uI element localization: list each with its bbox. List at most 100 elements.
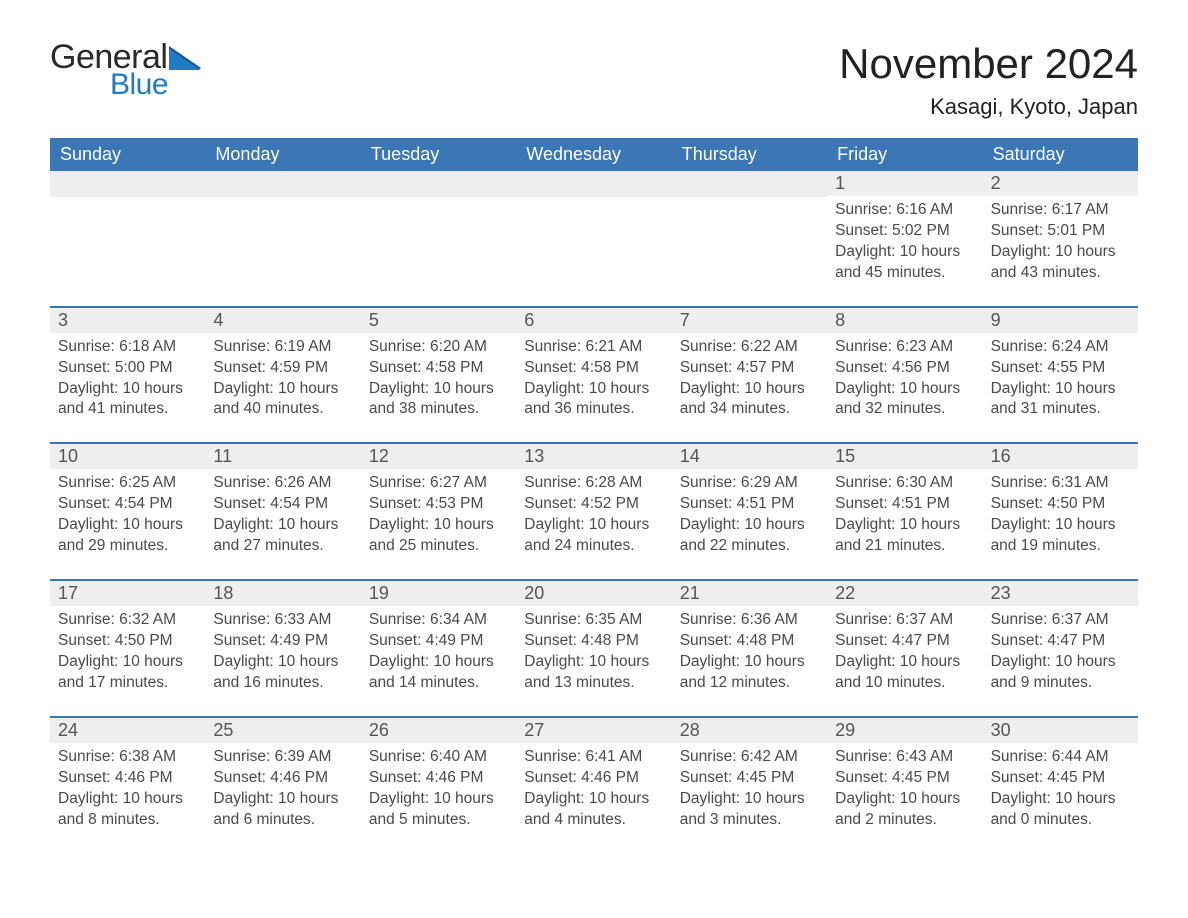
calendar-day-cell [205, 171, 360, 306]
day-number: 30 [983, 718, 1138, 743]
sunrise-line: Sunrise: 6:23 AM [835, 337, 974, 358]
sunset-line: Sunset: 5:02 PM [835, 221, 974, 242]
calendar-week: 17Sunrise: 6:32 AMSunset: 4:50 PMDayligh… [50, 579, 1138, 716]
day-body: Sunrise: 6:40 AMSunset: 4:46 PMDaylight:… [361, 743, 516, 831]
calendar-day-cell: 10Sunrise: 6:25 AMSunset: 4:54 PMDayligh… [50, 444, 205, 579]
calendar-day-cell: 18Sunrise: 6:33 AMSunset: 4:49 PMDayligh… [205, 581, 360, 716]
calendar-day-cell: 6Sunrise: 6:21 AMSunset: 4:58 PMDaylight… [516, 308, 671, 443]
day-body: Sunrise: 6:22 AMSunset: 4:57 PMDaylight:… [672, 333, 827, 421]
daylight-line: Daylight: 10 hours and 9 minutes. [991, 652, 1130, 694]
sunrise-line: Sunrise: 6:30 AM [835, 473, 974, 494]
day-number: 8 [827, 308, 982, 333]
day-body: Sunrise: 6:20 AMSunset: 4:58 PMDaylight:… [361, 333, 516, 421]
calendar-day-cell: 17Sunrise: 6:32 AMSunset: 4:50 PMDayligh… [50, 581, 205, 716]
day-number [516, 171, 671, 197]
calendar-day-cell: 12Sunrise: 6:27 AMSunset: 4:53 PMDayligh… [361, 444, 516, 579]
daylight-line: Daylight: 10 hours and 8 minutes. [58, 789, 197, 831]
day-number: 23 [983, 581, 1138, 606]
daylight-line: Daylight: 10 hours and 16 minutes. [213, 652, 352, 694]
day-number: 21 [672, 581, 827, 606]
page-title: November 2024 [839, 40, 1138, 88]
calendar-day-cell: 4Sunrise: 6:19 AMSunset: 4:59 PMDaylight… [205, 308, 360, 443]
day-number: 6 [516, 308, 671, 333]
day-number: 5 [361, 308, 516, 333]
calendar-day-cell: 15Sunrise: 6:30 AMSunset: 4:51 PMDayligh… [827, 444, 982, 579]
weekday-label: Saturday [983, 138, 1138, 171]
calendar-day-cell: 7Sunrise: 6:22 AMSunset: 4:57 PMDaylight… [672, 308, 827, 443]
sunset-line: Sunset: 4:57 PM [680, 358, 819, 379]
daylight-line: Daylight: 10 hours and 21 minutes. [835, 515, 974, 557]
day-number: 13 [516, 444, 671, 469]
calendar-day-cell: 16Sunrise: 6:31 AMSunset: 4:50 PMDayligh… [983, 444, 1138, 579]
day-number: 4 [205, 308, 360, 333]
calendar-day-cell: 22Sunrise: 6:37 AMSunset: 4:47 PMDayligh… [827, 581, 982, 716]
daylight-line: Daylight: 10 hours and 12 minutes. [680, 652, 819, 694]
calendar-day-cell: 28Sunrise: 6:42 AMSunset: 4:45 PMDayligh… [672, 718, 827, 853]
sunset-line: Sunset: 4:46 PM [213, 768, 352, 789]
day-number: 26 [361, 718, 516, 743]
weekday-label: Sunday [50, 138, 205, 171]
day-body: Sunrise: 6:37 AMSunset: 4:47 PMDaylight:… [827, 606, 982, 694]
sunrise-line: Sunrise: 6:39 AM [213, 747, 352, 768]
sunset-line: Sunset: 4:58 PM [524, 358, 663, 379]
sunset-line: Sunset: 4:48 PM [680, 631, 819, 652]
day-number: 20 [516, 581, 671, 606]
sunrise-line: Sunrise: 6:33 AM [213, 610, 352, 631]
sunrise-line: Sunrise: 6:32 AM [58, 610, 197, 631]
day-body: Sunrise: 6:27 AMSunset: 4:53 PMDaylight:… [361, 469, 516, 557]
calendar-day-cell [50, 171, 205, 306]
calendar-day-cell: 21Sunrise: 6:36 AMSunset: 4:48 PMDayligh… [672, 581, 827, 716]
sunrise-line: Sunrise: 6:31 AM [991, 473, 1130, 494]
day-body: Sunrise: 6:17 AMSunset: 5:01 PMDaylight:… [983, 196, 1138, 284]
sunrise-line: Sunrise: 6:17 AM [991, 200, 1130, 221]
sunset-line: Sunset: 4:50 PM [991, 494, 1130, 515]
day-number [672, 171, 827, 197]
day-number: 27 [516, 718, 671, 743]
brand-line2: Blue [110, 70, 203, 100]
calendar-day-cell: 5Sunrise: 6:20 AMSunset: 4:58 PMDaylight… [361, 308, 516, 443]
daylight-line: Daylight: 10 hours and 38 minutes. [369, 379, 508, 421]
daylight-line: Daylight: 10 hours and 36 minutes. [524, 379, 663, 421]
sunrise-line: Sunrise: 6:44 AM [991, 747, 1130, 768]
sunset-line: Sunset: 4:49 PM [369, 631, 508, 652]
weekday-label: Wednesday [516, 138, 671, 171]
sunset-line: Sunset: 4:46 PM [524, 768, 663, 789]
calendar-day-cell: 8Sunrise: 6:23 AMSunset: 4:56 PMDaylight… [827, 308, 982, 443]
calendar-week: 10Sunrise: 6:25 AMSunset: 4:54 PMDayligh… [50, 442, 1138, 579]
daylight-line: Daylight: 10 hours and 6 minutes. [213, 789, 352, 831]
day-body: Sunrise: 6:21 AMSunset: 4:58 PMDaylight:… [516, 333, 671, 421]
sunset-line: Sunset: 5:00 PM [58, 358, 197, 379]
sunset-line: Sunset: 4:56 PM [835, 358, 974, 379]
day-body: Sunrise: 6:23 AMSunset: 4:56 PMDaylight:… [827, 333, 982, 421]
day-number: 7 [672, 308, 827, 333]
day-number: 10 [50, 444, 205, 469]
day-body: Sunrise: 6:36 AMSunset: 4:48 PMDaylight:… [672, 606, 827, 694]
sunrise-line: Sunrise: 6:36 AM [680, 610, 819, 631]
calendar-day-cell: 19Sunrise: 6:34 AMSunset: 4:49 PMDayligh… [361, 581, 516, 716]
day-number: 24 [50, 718, 205, 743]
day-number: 15 [827, 444, 982, 469]
sunset-line: Sunset: 4:51 PM [835, 494, 974, 515]
day-number [50, 171, 205, 197]
sunset-line: Sunset: 4:45 PM [991, 768, 1130, 789]
day-number: 2 [983, 171, 1138, 196]
day-number: 22 [827, 581, 982, 606]
day-body: Sunrise: 6:34 AMSunset: 4:49 PMDaylight:… [361, 606, 516, 694]
calendar-day-cell: 3Sunrise: 6:18 AMSunset: 5:00 PMDaylight… [50, 308, 205, 443]
daylight-line: Daylight: 10 hours and 10 minutes. [835, 652, 974, 694]
calendar-week: 1Sunrise: 6:16 AMSunset: 5:02 PMDaylight… [50, 171, 1138, 306]
sunrise-line: Sunrise: 6:41 AM [524, 747, 663, 768]
day-body: Sunrise: 6:31 AMSunset: 4:50 PMDaylight:… [983, 469, 1138, 557]
day-body: Sunrise: 6:30 AMSunset: 4:51 PMDaylight:… [827, 469, 982, 557]
day-number: 19 [361, 581, 516, 606]
sunset-line: Sunset: 5:01 PM [991, 221, 1130, 242]
daylight-line: Daylight: 10 hours and 17 minutes. [58, 652, 197, 694]
day-body: Sunrise: 6:37 AMSunset: 4:47 PMDaylight:… [983, 606, 1138, 694]
sunrise-line: Sunrise: 6:20 AM [369, 337, 508, 358]
calendar-day-cell: 1Sunrise: 6:16 AMSunset: 5:02 PMDaylight… [827, 171, 982, 306]
weekday-header: Sunday Monday Tuesday Wednesday Thursday… [50, 138, 1138, 171]
daylight-line: Daylight: 10 hours and 3 minutes. [680, 789, 819, 831]
day-number: 11 [205, 444, 360, 469]
daylight-line: Daylight: 10 hours and 5 minutes. [369, 789, 508, 831]
sunrise-line: Sunrise: 6:35 AM [524, 610, 663, 631]
